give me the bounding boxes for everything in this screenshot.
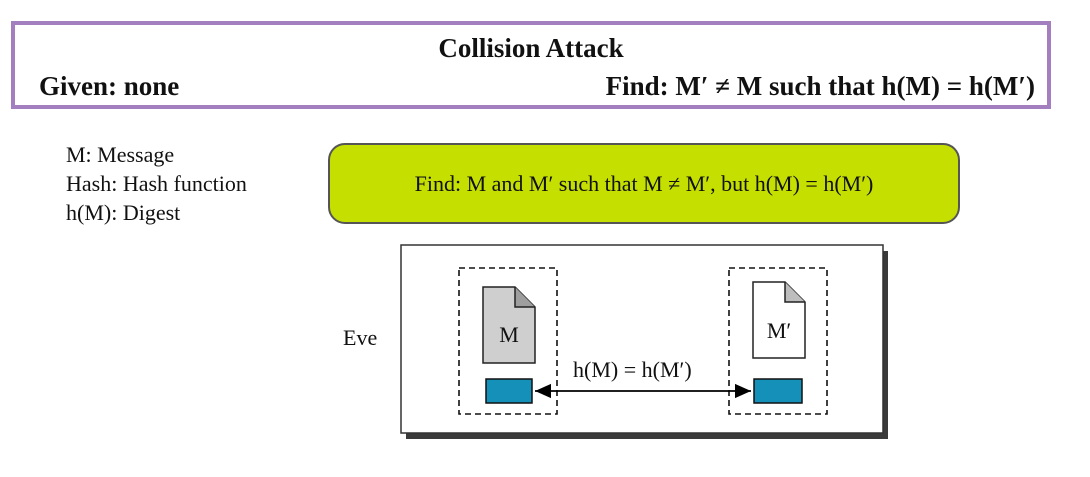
document-icon [752, 281, 806, 359]
goal-box: Find: M and M′ such that M ≠ M′, but h(M… [328, 143, 960, 224]
doc-left-label: M [499, 322, 519, 347]
page-title: Collision Attack [438, 33, 624, 63]
hash-equality-label: h(M) = h(M′) [573, 357, 692, 382]
digest-box-left [485, 378, 533, 404]
eve-panel [400, 244, 884, 434]
left-group-dashed [458, 267, 558, 415]
document-icon [482, 286, 536, 364]
legend-item-hash: Hash: Hash function [66, 171, 247, 196]
right-group-dashed [728, 267, 828, 415]
legend-item-message: M: Message [66, 142, 175, 167]
eve-label: Eve [343, 325, 378, 350]
goal-text: Find: M and M′ such that M ≠ M′, but h(M… [414, 170, 874, 196]
legend-item-digest: h(M): Digest [66, 200, 181, 225]
legend: M: Message Hash: Hash function h(M): Dig… [66, 140, 247, 227]
given-text: Given: none [39, 71, 180, 101]
digest-box-right [753, 378, 803, 404]
find-text: Find: M′ ≠ M such that h(M) = h(M′) [605, 71, 1035, 101]
header-box: Collision Attack Given: none Find: M′ ≠ … [11, 21, 1051, 109]
doc-right-label: M′ [766, 318, 792, 343]
